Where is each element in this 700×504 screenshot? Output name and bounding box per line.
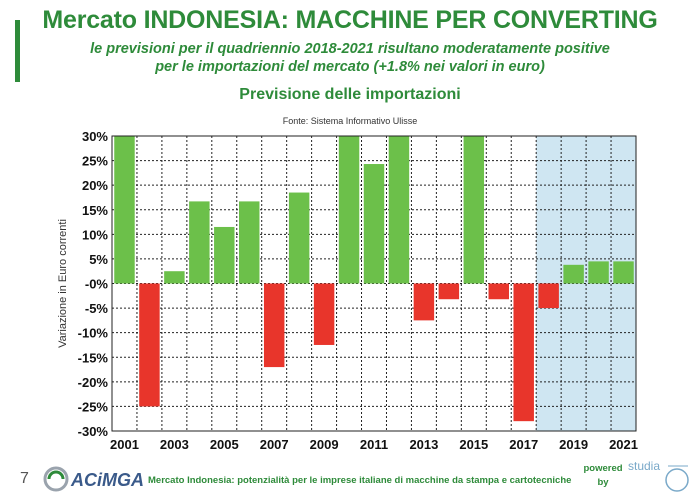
by-label: by [597,477,609,488]
powered-label: powered [583,463,623,474]
plot-frame [111,135,637,432]
chart-source: Fonte: Sistema Informativo Ulisse [282,116,418,126]
bar-2009 [313,283,335,345]
acimga-logo: ACiMGA [43,466,144,492]
bar-2013 [413,283,435,321]
bar-2008 [288,192,310,284]
bar-2020 [588,261,609,284]
x-tick-label: 2011 [360,437,388,452]
x-tick-label: 2015 [459,437,488,452]
y-tick-label: 25% [82,154,108,169]
subtitle-line-1: le previsioni per il quadriennio 2018-20… [90,41,610,57]
chart-title: Previsione delle importazioni [239,86,461,103]
x-tick-label: 2001 [110,437,139,452]
bar-2002 [139,283,160,407]
y-tick-label: -15% [78,350,109,365]
bar-2014 [438,283,460,300]
bar-2016 [488,283,509,300]
y-tick-label: 5% [89,252,108,267]
y-tick-label: -25% [78,399,109,414]
page-title: Mercato INDONESIA: MACCHINE PER CONVERTI… [42,6,658,34]
y-tick-label: 30% [82,129,108,144]
bar-2019 [563,264,584,284]
bar-2018 [538,283,559,309]
x-tick-label: 2019 [559,437,588,452]
y-tick-label: -10% [78,326,109,341]
bar-2001 [114,136,135,284]
y-tick-label: 15% [82,203,108,218]
bar-2010 [338,136,360,284]
accent-bar [15,20,20,82]
subtitle-line-2: per le importazioni del mercato (+1.8% n… [155,59,545,75]
bar-2006 [239,201,260,284]
logo-text: ACiMGA [70,470,144,490]
bar-2015 [463,136,485,284]
powered-by: powered by [578,462,628,490]
footer-text: Mercato Indonesia: potenzialità per le i… [148,475,572,486]
x-tick-label: 2005 [210,437,239,452]
x-tick-label: 2007 [260,437,289,452]
y-tick-label: 10% [82,227,108,242]
studia-logo: studia [628,459,689,492]
y-tick-label: -30% [78,424,109,439]
bar-2012 [388,136,410,284]
y-tick-label: -5% [85,301,109,316]
bar-2004 [189,201,210,284]
bar-2005 [214,226,235,284]
y-tick-label: -0% [85,277,109,292]
page-subtitle: le previsioni per il quadriennio 2018-20… [0,40,700,76]
x-tick-label: 2021 [609,437,638,452]
y-tick-label: 20% [82,178,108,193]
studia-text: studia [628,459,660,473]
bar-2007 [263,283,285,368]
x-tick-label: 2009 [310,437,339,452]
x-tick-label: 2013 [409,437,438,452]
bar-2021 [613,261,634,284]
x-tick-label: 2017 [509,437,538,452]
y-axis-label: Variazione in Euro correnti [57,219,69,348]
y-tick-label: -20% [78,375,109,390]
bar-2011 [363,164,385,284]
bar-2017 [513,283,534,422]
bar-2003 [164,271,185,284]
page-number: 7 [20,470,29,487]
x-tick-label: 2003 [160,437,189,452]
